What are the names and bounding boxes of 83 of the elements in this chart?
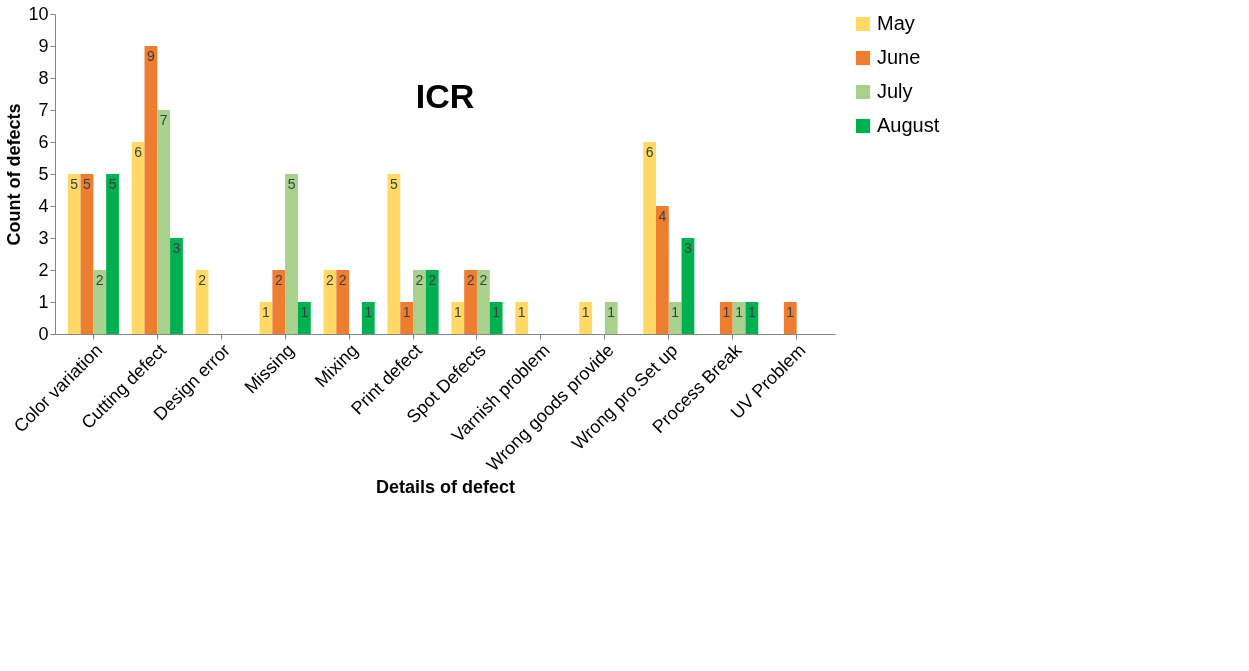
y-tick-label: 0 [38, 323, 49, 344]
data-label: 1 [492, 304, 501, 320]
y-tick-label: 6 [38, 131, 49, 152]
bar [336, 270, 350, 334]
data-label: 1 [607, 304, 616, 320]
data-label: 1 [402, 304, 411, 320]
x-axis-title: Details of defect [375, 476, 516, 497]
y-tick-label: 4 [38, 195, 49, 216]
y-tick-label: 3 [38, 227, 49, 248]
y-tick-label: 9 [38, 35, 49, 56]
data-label: 1 [262, 304, 271, 320]
data-label: 6 [645, 144, 654, 160]
data-label: 1 [786, 304, 795, 320]
data-label: 5 [389, 176, 398, 192]
bar [400, 302, 414, 334]
bar [93, 270, 107, 334]
data-label: 1 [581, 304, 590, 320]
bar [579, 302, 593, 334]
bar [387, 174, 401, 334]
bar [668, 302, 682, 334]
bar [476, 270, 490, 334]
bar [144, 46, 158, 334]
data-label: 5 [108, 176, 117, 192]
data-label: 1 [735, 304, 744, 320]
bar [131, 142, 145, 334]
data-label: 2 [274, 272, 283, 288]
bar [67, 174, 81, 334]
data-label: 1 [517, 304, 526, 320]
data-label: 9 [147, 48, 155, 64]
bar [361, 302, 375, 334]
bar [489, 302, 503, 334]
data-label: 1 [364, 304, 373, 320]
data-label: 7 [159, 112, 168, 128]
data-label: 2 [428, 272, 437, 288]
bar [106, 174, 119, 334]
data-label: 5 [70, 176, 79, 192]
legend-label: August [877, 114, 940, 136]
bar [643, 142, 656, 334]
data-label: 3 [684, 240, 693, 256]
y-tick-label: 7 [38, 99, 49, 120]
data-label: 2 [415, 272, 424, 288]
data-label: 1 [300, 304, 309, 320]
bar [272, 270, 286, 334]
bar [425, 270, 439, 334]
data-label: 2 [95, 272, 104, 288]
bar [719, 302, 733, 334]
bar [604, 302, 618, 334]
bar [655, 206, 669, 334]
y-tick-label: 5 [38, 163, 49, 184]
data-label: 2 [338, 272, 347, 288]
y-axis-title: Count of defects [4, 103, 25, 246]
bar [413, 270, 426, 334]
data-label: 5 [287, 176, 296, 192]
y-tick-label: 1 [38, 291, 49, 312]
bar [285, 174, 298, 334]
bar [783, 302, 797, 334]
bar [515, 302, 529, 334]
bar [170, 238, 183, 334]
y-tick-label: 8 [38, 67, 49, 88]
data-label: 6 [134, 144, 143, 160]
bar [297, 302, 311, 334]
legend-label: July [877, 80, 913, 102]
data-label: 1 [722, 304, 731, 320]
bar [745, 302, 759, 334]
text: ICR [415, 77, 475, 115]
data-label: 2 [198, 272, 207, 288]
bar [157, 110, 171, 334]
y-tick-label: 10 [28, 3, 49, 24]
y-tick-label: 2 [38, 259, 49, 280]
data-label: 2 [466, 272, 475, 288]
data-label: 2 [479, 272, 488, 288]
legend-label: June [877, 46, 921, 68]
data-label: 5 [83, 176, 92, 192]
data-label: 3 [172, 240, 181, 256]
data-label: 1 [747, 304, 756, 320]
bar [80, 174, 94, 334]
data-label: 1 [453, 304, 462, 320]
bar [451, 302, 465, 334]
data-label: 2 [326, 272, 335, 288]
data-label: 4 [658, 208, 667, 224]
legend-label: May [877, 12, 915, 34]
bar [464, 270, 477, 334]
data-label: 1 [671, 304, 680, 320]
